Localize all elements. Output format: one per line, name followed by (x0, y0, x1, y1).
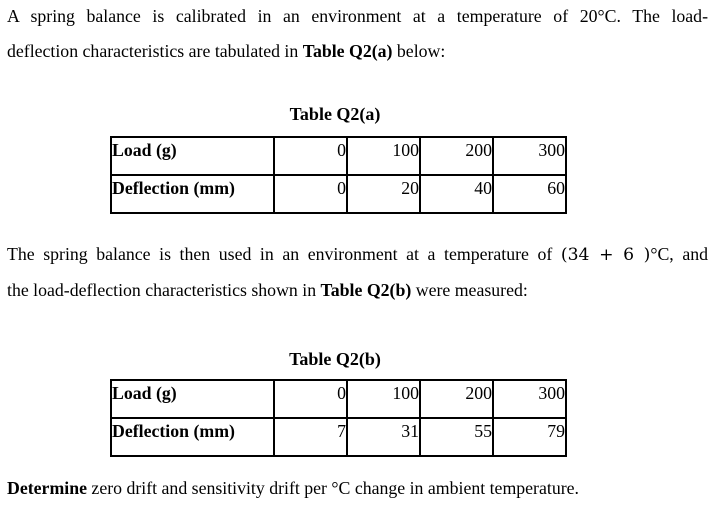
value-cell: 60 (492, 174, 567, 214)
value-cell: 100 (346, 379, 421, 419)
paragraph-usage-line2-text: the load-deflection characteristics show… (7, 280, 321, 300)
value-cell: 20 (346, 174, 421, 214)
table-q2b: Load (g) 0 100 200 300 Deflection (mm) 7… (110, 379, 567, 457)
paragraph-usage-line1-text: The spring balance is then used in an en… (7, 244, 561, 264)
table-q2a-reference: Table Q2(a) (302, 41, 393, 61)
temperature-expression: (34 + 6 ) (560, 245, 651, 265)
value-cell: 0 (273, 136, 348, 176)
paragraph-intro-line2: deflection characteristics are tabulated… (7, 34, 708, 69)
value-cell: 0 (273, 379, 348, 419)
paragraph-usage: The spring balance is then used in an en… (7, 237, 708, 308)
paragraph-usage-line1-tail: °C, and (650, 244, 708, 264)
value-cell: 100 (346, 136, 421, 176)
paragraph-intro-line2-text: deflection characteristics are tabulated… (7, 41, 303, 61)
paragraph-usage-line1: The spring balance is then used in an en… (7, 237, 708, 273)
determine-keyword: Determine (7, 478, 87, 498)
value-cell: 40 (419, 174, 494, 214)
paragraph-intro-line2-tail: below: (392, 41, 446, 61)
table-row: Load (g) 0 100 200 300 (110, 136, 567, 176)
paragraph-task-text: zero drift and sensitivity drift per °C … (86, 478, 579, 498)
paragraph-intro: A spring balance is calibrated in an env… (7, 0, 708, 69)
value-cell: 300 (492, 379, 567, 419)
paragraph-intro-line1: A spring balance is calibrated in an env… (7, 6, 708, 26)
table-row: Load (g) 0 100 200 300 (110, 379, 567, 419)
value-cell: 200 (419, 136, 494, 176)
paragraph-task: Determine zero drift and sensitivity dri… (7, 478, 708, 498)
row-label-cell: Load (g) (110, 379, 275, 419)
value-cell: 0 (273, 174, 348, 214)
paragraph-usage-line2-tail: were measured: (411, 280, 528, 300)
value-cell: 7 (273, 417, 348, 457)
table-q2a-caption: Table Q2(a) (289, 104, 381, 124)
table-row: Deflection (mm) 0 20 40 60 (110, 174, 567, 214)
row-label-cell: Deflection (mm) (110, 174, 275, 214)
value-cell: 55 (419, 417, 494, 457)
row-label-cell: Deflection (mm) (110, 417, 275, 457)
table-row: Deflection (mm) 7 31 55 79 (110, 417, 567, 457)
value-cell: 31 (346, 417, 421, 457)
row-label-cell: Load (g) (110, 136, 275, 176)
paragraph-usage-line2: the load-deflection characteristics show… (7, 273, 708, 308)
value-cell: 79 (492, 417, 567, 457)
value-cell: 300 (492, 136, 567, 176)
value-cell: 200 (419, 379, 494, 419)
table-q2a: Load (g) 0 100 200 300 Deflection (mm) 0… (110, 136, 567, 214)
table-q2b-caption: Table Q2(b) (289, 349, 381, 369)
table-q2b-reference: Table Q2(b) (320, 280, 412, 300)
